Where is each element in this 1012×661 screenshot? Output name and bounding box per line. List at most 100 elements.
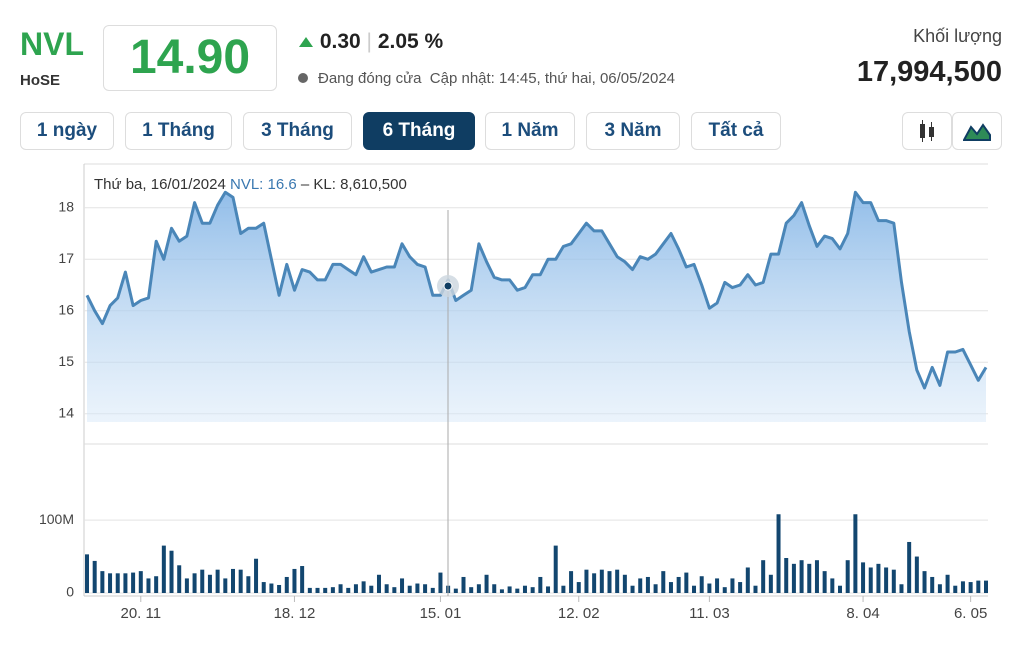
volume-bar bbox=[108, 573, 113, 593]
range-button[interactable]: 3 Tháng bbox=[243, 112, 352, 150]
volume-bar bbox=[945, 574, 950, 593]
volume-bar bbox=[530, 587, 535, 593]
tooltip-price: NVL: 16.6 bbox=[230, 176, 297, 193]
volume-bar bbox=[361, 581, 366, 593]
volume-bar bbox=[123, 573, 128, 593]
volume-bar bbox=[876, 563, 881, 593]
range-button[interactable]: 1 ngày bbox=[20, 112, 114, 150]
volume-bar bbox=[576, 582, 581, 593]
volume-bar bbox=[914, 556, 919, 593]
volume-bar bbox=[484, 574, 489, 593]
volume-bar bbox=[138, 571, 143, 593]
volume-bar bbox=[330, 587, 335, 593]
tooltip-volume: – KL: 8,610,500 bbox=[301, 176, 407, 193]
x-tick-label: 8. 04 bbox=[846, 605, 879, 622]
volume-bar bbox=[369, 585, 374, 593]
candle-button[interactable] bbox=[902, 112, 952, 150]
volume-bar bbox=[868, 567, 873, 593]
up-arrow bbox=[299, 37, 313, 47]
y-tick-label: 14 bbox=[58, 404, 74, 420]
volume-bar bbox=[730, 578, 735, 593]
x-tick-label: 6. 05 bbox=[954, 605, 987, 622]
volume-bar bbox=[292, 568, 297, 593]
range-button[interactable]: 1 Năm bbox=[485, 112, 575, 150]
exchange: HoSE bbox=[20, 72, 61, 89]
volume-bar bbox=[968, 582, 973, 593]
volume-bar bbox=[246, 576, 251, 593]
volume-bar bbox=[592, 573, 597, 593]
volume-bar bbox=[215, 569, 220, 593]
volume-bar bbox=[561, 585, 566, 593]
y-tick-label: 100M bbox=[39, 511, 74, 527]
x-tick-label: 15. 01 bbox=[420, 605, 462, 622]
volume-bar bbox=[346, 587, 351, 593]
volume-bar bbox=[499, 589, 504, 593]
volume-bar bbox=[845, 560, 850, 593]
volume-bar bbox=[507, 586, 512, 593]
volume-bar bbox=[254, 558, 259, 593]
volume-bar bbox=[907, 541, 912, 593]
tooltip: Thứ ba, 16/01/2024 NVL: 16.6 – KL: 8,610… bbox=[94, 176, 407, 193]
area bbox=[87, 192, 986, 422]
volume-bar bbox=[307, 587, 312, 593]
volume-bar bbox=[200, 569, 205, 593]
volume-bar bbox=[668, 582, 673, 593]
volume-bar bbox=[515, 588, 520, 593]
range-button[interactable]: 6 Tháng bbox=[363, 112, 475, 150]
y-tick-label: 17 bbox=[58, 250, 74, 266]
volume-bar bbox=[230, 568, 235, 593]
volume-bar bbox=[622, 574, 627, 593]
volume-bar bbox=[338, 584, 343, 593]
volume-bar bbox=[661, 571, 666, 593]
range-button[interactable]: 1 Tháng bbox=[125, 112, 232, 150]
volume-bar bbox=[830, 578, 835, 593]
volume-bar bbox=[715, 578, 720, 593]
volume-bar bbox=[115, 573, 120, 593]
volume-bar bbox=[277, 584, 282, 593]
hover-dot bbox=[443, 281, 453, 291]
volume-bar bbox=[492, 584, 497, 593]
volume-bar bbox=[745, 567, 750, 593]
volume-bar bbox=[676, 576, 681, 593]
volume-bar bbox=[630, 585, 635, 593]
volume-bar bbox=[822, 571, 827, 593]
volume-bar bbox=[707, 583, 712, 593]
volume-bar bbox=[599, 569, 604, 593]
volume-bar bbox=[584, 569, 589, 593]
volume-bar bbox=[461, 576, 466, 593]
volume-bar bbox=[784, 558, 789, 593]
volume-bar bbox=[607, 571, 612, 593]
area-button[interactable] bbox=[952, 112, 1002, 150]
volume-bar bbox=[392, 587, 397, 593]
volume-bar bbox=[154, 576, 159, 593]
volume-bar bbox=[476, 584, 481, 593]
volume-bar bbox=[814, 560, 819, 593]
volume-bar bbox=[538, 576, 543, 593]
status-row: Đang đóng cửa Cập nhật: 14:45, thứ hai, … bbox=[298, 70, 675, 87]
change-pct: 2.05 % bbox=[377, 30, 444, 53]
volume-bar bbox=[799, 560, 804, 593]
y-tick-label: 15 bbox=[58, 353, 74, 369]
volume-bar bbox=[699, 576, 704, 593]
x-tick-label: 18. 12 bbox=[274, 605, 316, 622]
volume-bar bbox=[569, 571, 574, 593]
range-button[interactable]: Tất cả bbox=[691, 112, 781, 150]
volume-bar bbox=[376, 574, 381, 593]
y-tick-label: 18 bbox=[58, 198, 74, 214]
volume-bar bbox=[891, 569, 896, 593]
volume-bar bbox=[177, 565, 182, 593]
volume-bar bbox=[615, 569, 620, 593]
volume-bar bbox=[684, 572, 689, 593]
volume-bar bbox=[300, 566, 305, 593]
x-tick-label: 12. 02 bbox=[558, 605, 600, 622]
volume-bar bbox=[976, 580, 981, 593]
volume-bar bbox=[269, 583, 274, 593]
range-button[interactable]: 3 Năm bbox=[586, 112, 680, 150]
volume-bar bbox=[692, 585, 697, 593]
volume-bar bbox=[192, 573, 197, 593]
volume-bar bbox=[415, 583, 420, 593]
volume-bar bbox=[207, 574, 212, 593]
change-row: 0.30 | 2.05 % bbox=[298, 30, 443, 54]
volume-bar bbox=[553, 545, 558, 593]
